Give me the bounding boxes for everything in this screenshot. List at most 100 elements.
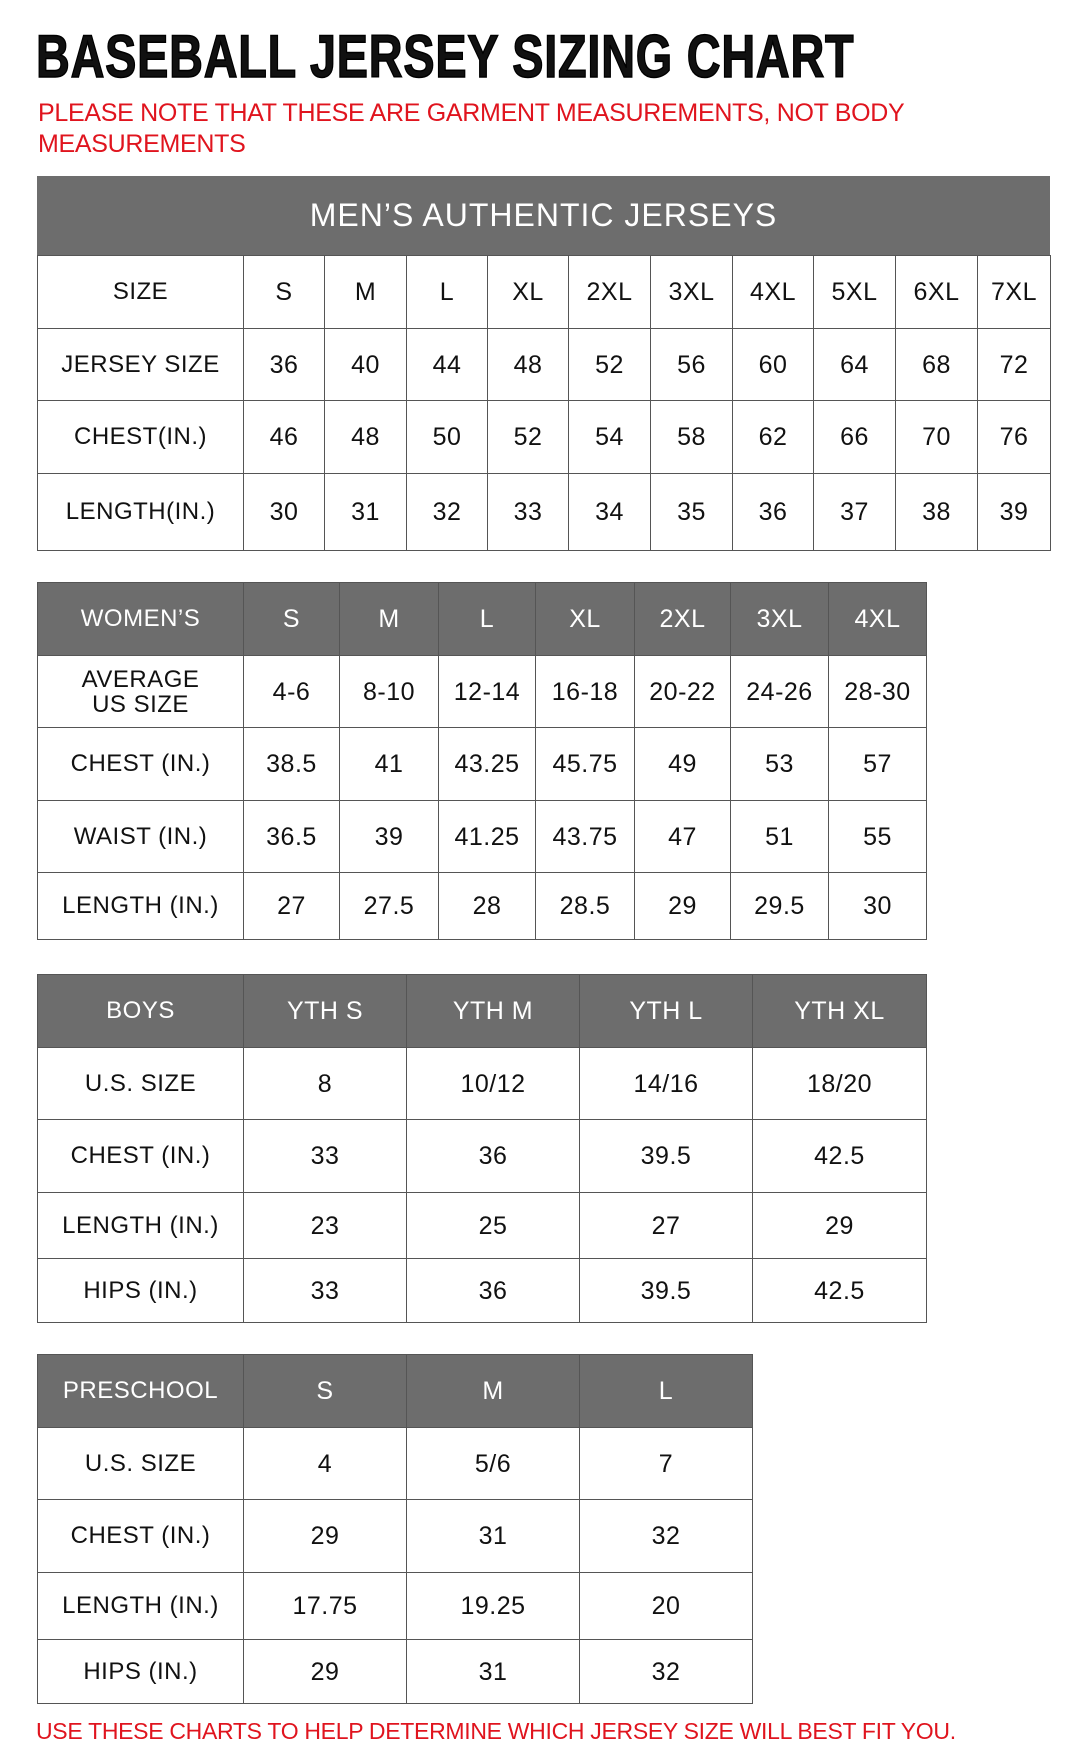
table-cell: 29.5	[730, 872, 829, 940]
table-cell: 7XL	[977, 255, 1051, 329]
table-cell: 29	[243, 1639, 407, 1704]
table-cell: 25	[406, 1192, 580, 1259]
table-header-row: PRESCHOOL S M L	[37, 1354, 753, 1428]
table-cell: 39	[339, 800, 439, 873]
table-cell: 68	[895, 328, 978, 401]
table-cell: 29	[634, 872, 731, 940]
table-cell: 40	[324, 328, 407, 401]
measurement-note: PLEASE NOTE THAT THESE ARE GARMENT MEASU…	[38, 99, 904, 158]
table-cell: 4-6	[243, 655, 340, 728]
table-cell: S	[243, 1354, 407, 1428]
table-cell: 76	[977, 400, 1051, 474]
table-cell: L	[406, 255, 488, 329]
table-cell: 42.5	[752, 1258, 927, 1323]
table-cell: 64	[813, 328, 896, 401]
row-label: LENGTH (IN.)	[37, 1572, 244, 1640]
table-row: CHEST (IN.) 38.5 41 43.25 45.75 49 53 57	[37, 727, 927, 801]
table-cell: 17.75	[243, 1572, 407, 1640]
row-label: AVERAGE US SIZE	[37, 655, 244, 728]
table-header-row: WOMEN’S S M L XL 2XL 3XL 4XL	[37, 582, 927, 656]
table-cell: 60	[732, 328, 814, 401]
table-cell: 50	[406, 400, 488, 474]
row-label: SIZE	[37, 255, 244, 329]
table-cell: 36.5	[243, 800, 340, 873]
table-cell: 44	[406, 328, 488, 401]
table-cell: 36	[406, 1258, 580, 1323]
table-cell: 32	[579, 1639, 753, 1704]
table-cell: 4XL	[732, 255, 814, 329]
table-cell: 48	[324, 400, 407, 474]
table-cell: S	[243, 255, 325, 329]
row-label: CHEST (IN.)	[37, 1499, 244, 1573]
table-cell: 47	[634, 800, 731, 873]
table-cell: 8-10	[339, 655, 439, 728]
table-cell: 51	[730, 800, 829, 873]
row-label: HIPS (IN.)	[37, 1258, 244, 1323]
table-cell: 66	[813, 400, 896, 474]
table-cell: 33	[243, 1119, 407, 1193]
row-label: LENGTH(IN.)	[37, 473, 244, 551]
row-label: CHEST(IN.)	[37, 400, 244, 474]
table-cell: 45.75	[535, 727, 635, 801]
table-cell: 46	[243, 400, 325, 474]
row-label: HIPS (IN.)	[37, 1639, 244, 1704]
table-row: HIPS (IN.) 33 36 39.5 42.5	[37, 1258, 927, 1323]
table-cell: 52	[568, 328, 651, 401]
table-cell: 20-22	[634, 655, 731, 728]
table-cell: L	[438, 582, 536, 656]
table-cell: 20	[579, 1572, 753, 1640]
table-cell: 12-14	[438, 655, 536, 728]
table-row: JERSEY SIZE 36 40 44 48 52 56 60 64 68 72	[37, 328, 1051, 401]
table-cell: 39	[977, 473, 1051, 551]
table-cell: 32	[406, 473, 488, 551]
table-cell: 29	[752, 1192, 927, 1259]
table-cell: 70	[895, 400, 978, 474]
table-cell: 3XL	[650, 255, 733, 329]
mens-table-title: MEN’S AUTHENTIC JERSEYS	[37, 176, 1050, 255]
table-row: AVERAGE US SIZE 4-6 8-10 12-14 16-18 20-22 24-…	[37, 655, 927, 728]
table-cell: 5XL	[813, 255, 896, 329]
table-cell: 39.5	[579, 1258, 753, 1323]
row-label: BOYS	[37, 974, 244, 1048]
table-cell: 36	[406, 1119, 580, 1193]
table-cell: 38	[895, 473, 978, 551]
table-header-row: SIZE S M L XL 2XL 3XL 4XL 5XL 6XL 7XL	[37, 255, 1051, 329]
table-cell: 58	[650, 400, 733, 474]
table-cell: XL	[535, 582, 635, 656]
table-cell: 48	[487, 328, 569, 401]
table-row: LENGTH(IN.) 30 31 32 33 34 35 36 37 38 39	[37, 473, 1051, 551]
row-label: WOMEN’S	[37, 582, 244, 656]
table-cell: 31	[406, 1639, 580, 1704]
table-cell: M	[324, 255, 407, 329]
table-cell: 52	[487, 400, 569, 474]
table-cell: 28-30	[828, 655, 927, 728]
table-cell: 36	[243, 328, 325, 401]
row-label: LENGTH (IN.)	[37, 1192, 244, 1259]
table-row: LENGTH (IN.) 27 27.5 28 28.5 29 29.5 30	[37, 872, 927, 940]
table-cell: 42.5	[752, 1119, 927, 1193]
table-cell: 6XL	[895, 255, 978, 329]
table-cell: 43.25	[438, 727, 536, 801]
table-header-row: BOYS YTH S YTH M YTH L YTH XL	[37, 974, 927, 1048]
table-cell: 10/12	[406, 1047, 580, 1120]
row-label: CHEST (IN.)	[37, 727, 244, 801]
row-label: CHEST (IN.)	[37, 1119, 244, 1193]
table-cell: 31	[324, 473, 407, 551]
womens-size-table: WOMEN’S S M L XL 2XL 3XL 4XL AVERAGE US SIZE 4-6 8…	[37, 582, 927, 940]
table-cell: 16-18	[535, 655, 635, 728]
table-cell: 14/16	[579, 1047, 753, 1120]
table-cell: 33	[243, 1258, 407, 1323]
row-label: U.S. SIZE	[37, 1427, 244, 1500]
row-label: LENGTH (IN.)	[37, 872, 244, 940]
table-cell: 3XL	[730, 582, 829, 656]
table-row: HIPS (IN.) 29 31 32	[37, 1639, 753, 1704]
table-row: CHEST (IN.) 29 31 32	[37, 1499, 753, 1573]
table-cell: 37	[813, 473, 896, 551]
row-label: WAIST (IN.)	[37, 800, 244, 873]
table-cell: 43.75	[535, 800, 635, 873]
table-cell: YTH S	[243, 974, 407, 1048]
table-row: U.S. SIZE 4 5/6 7	[37, 1427, 753, 1500]
table-cell: 32	[579, 1499, 753, 1573]
table-cell: 30	[828, 872, 927, 940]
table-cell: 39.5	[579, 1119, 753, 1193]
